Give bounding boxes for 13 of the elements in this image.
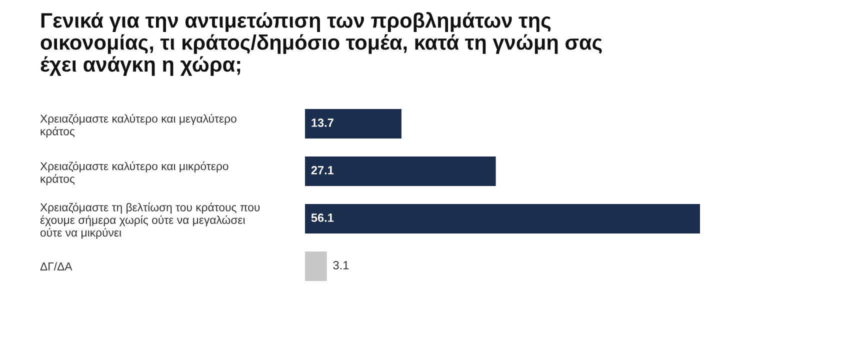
y-tick-label: Χρειαζόμαστε καλύτερο και μεγαλύτερο κράτος xyxy=(40,114,236,138)
y-tick-label: ΔΓ/ΔΑ xyxy=(40,262,72,270)
y-tick-label: Χρειαζόμαστε καλύτερο και μικρότερο κράτος xyxy=(40,161,228,186)
bar xyxy=(305,156,496,186)
data-label: 13.7 xyxy=(312,118,334,127)
data-label: 27.1 xyxy=(311,166,334,174)
y-tick-label: Χρειαζόμαστε τη βελτίωση του κράτους που έχουμε σήμερα χωρίς ούτε να μεγαλώσει ούτε να μικρύνει xyxy=(40,202,260,239)
data-label: 3.1 xyxy=(333,261,349,270)
chart-title: Γενικά για την αντιμετώπιση των προβλημάτων της οικονομίας, τι κράτος/δημόσιο τομέα, κατά τη γνώμη σας έχει ανάγκη η χώρα; xyxy=(40,12,602,76)
data-label: 56.1 xyxy=(311,214,334,222)
bar xyxy=(305,204,700,234)
bar xyxy=(305,252,327,281)
bar xyxy=(305,109,402,138)
